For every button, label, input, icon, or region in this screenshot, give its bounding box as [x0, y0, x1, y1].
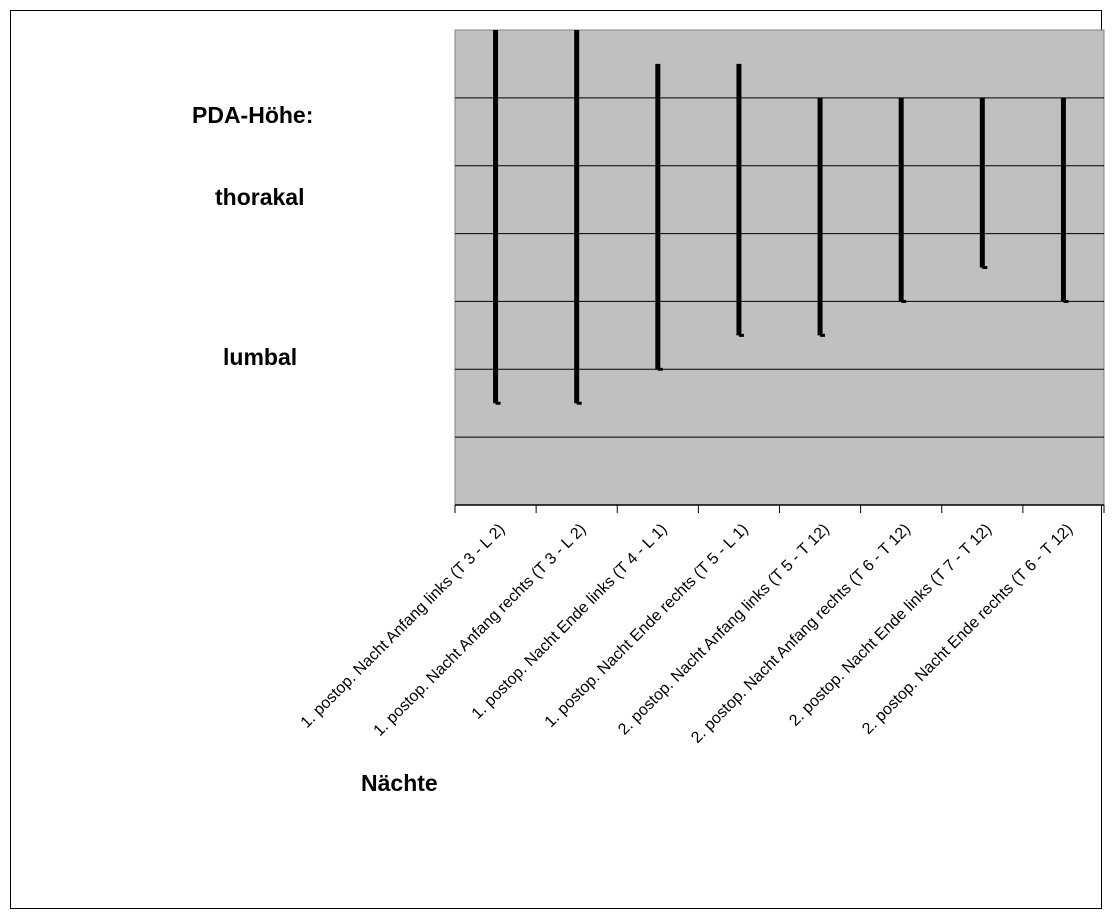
plot-area: [454, 29, 1105, 506]
annotation-lumbal: lumbal: [223, 344, 298, 370]
x-axis-label: Nächte: [361, 770, 438, 796]
annotation-thorakal: thorakal: [215, 184, 305, 210]
chart-title: PDA-Höhe:: [192, 102, 314, 128]
